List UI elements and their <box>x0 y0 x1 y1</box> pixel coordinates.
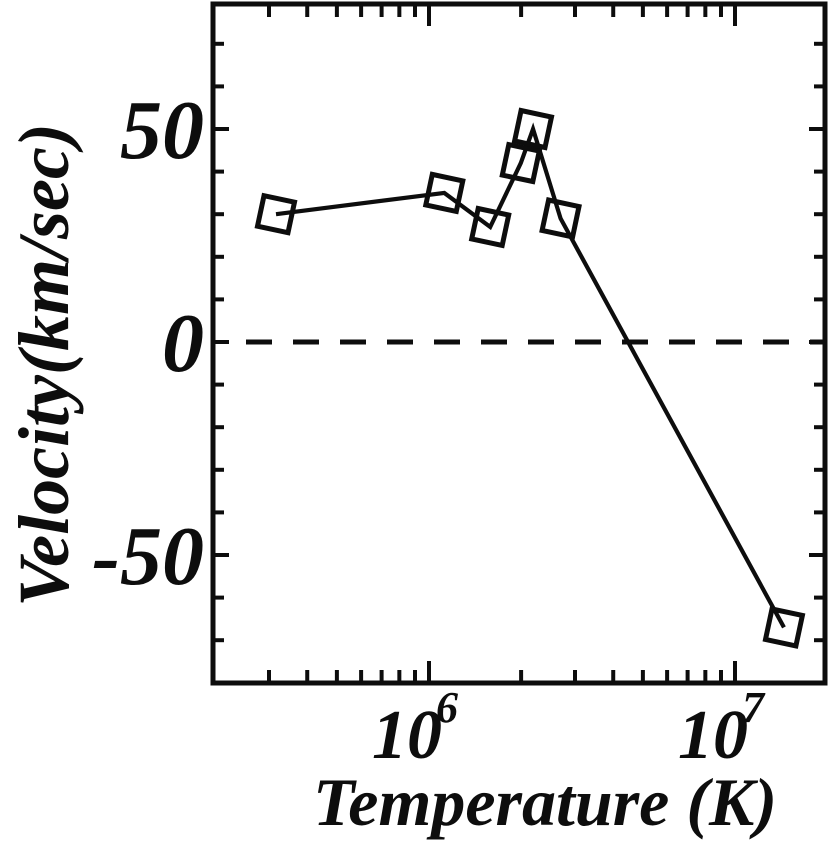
data-point-marker <box>539 197 582 240</box>
x-tick-label: 107 <box>678 683 766 774</box>
data-point-marker <box>762 606 806 649</box>
data-point-marker <box>499 141 543 185</box>
plot-frame <box>210 1 828 686</box>
x-axis-label: Temperature (K) <box>313 764 777 840</box>
x-tick-label: 106 <box>372 683 458 774</box>
y-axis-label: Velocity(km/sec) <box>4 123 84 607</box>
data-point-marker <box>468 205 512 249</box>
data-point-marker <box>422 171 466 215</box>
data-point-marker <box>511 107 555 151</box>
y-tick-label: -50 <box>92 510 204 603</box>
data-line <box>275 122 786 629</box>
data-point-marker <box>254 192 298 236</box>
y-tick-label: 50 <box>120 84 204 177</box>
y-tick-label: 0 <box>162 297 204 390</box>
